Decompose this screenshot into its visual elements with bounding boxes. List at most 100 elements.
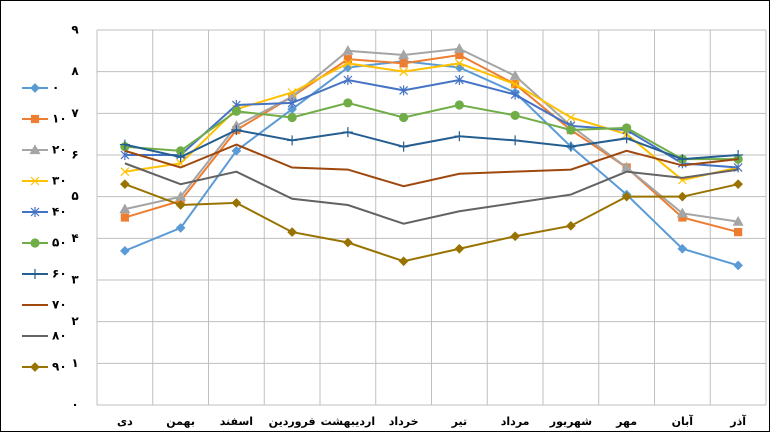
- marker: [231, 125, 242, 135]
- marker: [399, 59, 408, 68]
- y-tick-label: ۵: [71, 189, 78, 203]
- legend-label: ۹۰: [52, 360, 67, 374]
- marker: [734, 227, 743, 237]
- marker: [120, 167, 130, 177]
- x-tick-label: اردیبهشت: [321, 415, 375, 428]
- marker: [510, 79, 520, 89]
- x-tick-label: آبان: [672, 414, 694, 428]
- marker: [231, 106, 241, 116]
- marker: [398, 256, 409, 267]
- marker: [119, 203, 131, 214]
- marker: [120, 213, 129, 222]
- marker: [399, 112, 409, 123]
- y-tick-label: ۲: [71, 314, 79, 328]
- marker: [453, 43, 465, 53]
- legend-label: ۵۰: [52, 236, 67, 250]
- y-tick-label: ۴: [71, 231, 78, 245]
- marker: [676, 207, 688, 218]
- marker: [454, 100, 464, 110]
- marker: [510, 231, 520, 242]
- series-line: [124, 47, 739, 223]
- x-tick-label: شهریور: [549, 415, 592, 428]
- marker: [343, 58, 353, 68]
- marker: [510, 110, 520, 121]
- marker: [398, 141, 409, 152]
- marker: [287, 135, 298, 146]
- marker: [119, 139, 130, 150]
- marker: [454, 243, 465, 254]
- series-line: [124, 78, 739, 169]
- marker: [30, 176, 40, 186]
- marker: [287, 112, 297, 123]
- marker: [30, 114, 40, 124]
- x-tick-label: خرداد: [389, 415, 419, 428]
- marker: [454, 131, 465, 142]
- marker: [287, 227, 297, 237]
- legend-label: ۱۰: [52, 112, 67, 126]
- marker: [29, 144, 41, 155]
- x-tick-label: بهمن: [166, 415, 195, 428]
- marker: [30, 238, 40, 248]
- marker: [399, 85, 409, 96]
- marker: [231, 145, 242, 156]
- y-tick-label: ۸: [71, 64, 79, 78]
- marker: [30, 362, 40, 372]
- y-tick-label: ۶: [71, 148, 78, 162]
- y-tick-label: ۳: [71, 273, 79, 287]
- marker: [454, 75, 464, 85]
- marker: [231, 198, 242, 208]
- marker: [510, 135, 521, 146]
- marker: [621, 133, 632, 144]
- series-line: [124, 183, 739, 263]
- y-tick-label: ۷: [71, 106, 79, 120]
- marker: [566, 113, 576, 122]
- marker: [622, 123, 632, 133]
- x-tick-label: اسفند: [220, 415, 253, 428]
- series-line: [124, 128, 739, 161]
- series-line: [124, 101, 739, 161]
- marker: [399, 67, 409, 77]
- y-tick-label: ۰: [71, 398, 78, 412]
- marker: [287, 88, 297, 97]
- marker: [677, 191, 688, 202]
- legend-label: ۶۰: [52, 267, 67, 281]
- marker: [342, 45, 354, 55]
- legend-label: ۲۰: [52, 143, 67, 157]
- marker: [398, 49, 410, 60]
- marker: [175, 200, 186, 210]
- legend-label: ۸۰: [52, 329, 67, 343]
- y-tick-label: ۱: [71, 356, 78, 370]
- marker: [621, 191, 632, 202]
- marker: [509, 70, 521, 80]
- marker: [677, 154, 688, 165]
- marker: [287, 97, 297, 108]
- x-tick-label: تیر: [451, 415, 467, 428]
- marker: [343, 98, 353, 108]
- marker: [342, 127, 353, 138]
- marker: [30, 207, 40, 217]
- y-tick-label: ۹: [71, 23, 79, 37]
- marker: [677, 243, 688, 254]
- x-tick-label: دی: [117, 415, 133, 428]
- marker: [30, 83, 40, 93]
- x-tick-label: مرداد: [501, 415, 530, 428]
- marker: [343, 237, 353, 248]
- x-tick-label: فروردین: [269, 415, 316, 428]
- series-line: [124, 60, 739, 267]
- marker: [566, 125, 576, 135]
- x-tick-label: آذر: [729, 414, 746, 428]
- marker: [732, 215, 744, 226]
- marker: [175, 223, 186, 233]
- legend-label: ۴۰: [52, 205, 67, 219]
- legend-label: ۷۰: [52, 298, 67, 312]
- series-line: [124, 162, 739, 225]
- marker: [733, 260, 743, 271]
- x-tick-label: مهر: [615, 415, 637, 428]
- marker: [733, 150, 744, 160]
- marker: [120, 245, 130, 256]
- marker: [175, 152, 186, 163]
- marker: [733, 179, 743, 190]
- series-line: [124, 143, 739, 188]
- marker: [30, 269, 40, 279]
